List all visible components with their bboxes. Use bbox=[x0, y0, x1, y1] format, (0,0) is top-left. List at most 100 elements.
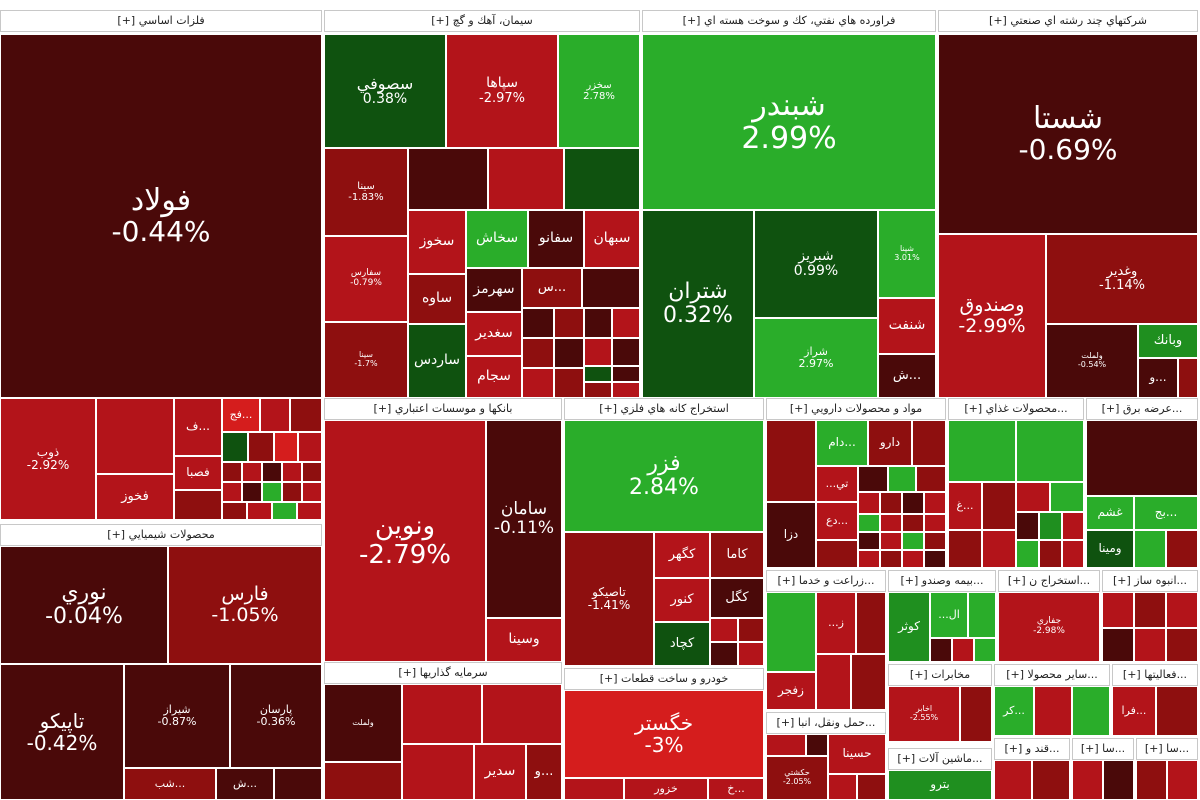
tile-fazar[interactable]: فزر 2.84% bbox=[564, 420, 764, 532]
tile-small[interactable] bbox=[222, 502, 247, 520]
tile-kovsar[interactable]: كوثر bbox=[888, 592, 930, 662]
sector-header-misc2[interactable]: [+] سا... bbox=[1136, 738, 1198, 760]
tile-sfars[interactable]: سفارس -0.79% bbox=[324, 236, 408, 322]
tile-small[interactable] bbox=[806, 734, 828, 756]
tile-small[interactable] bbox=[924, 550, 946, 568]
tile-small[interactable] bbox=[262, 462, 282, 482]
tile-small[interactable] bbox=[888, 466, 916, 492]
tile-small[interactable] bbox=[948, 420, 1016, 482]
tile-kagol[interactable]: كگل bbox=[710, 578, 764, 618]
tile-small[interactable] bbox=[858, 492, 880, 514]
tile-small[interactable] bbox=[1050, 482, 1084, 512]
tile-small[interactable] bbox=[930, 638, 952, 662]
tile-small[interactable] bbox=[297, 502, 322, 520]
tile-small[interactable] bbox=[222, 462, 242, 482]
tile-shab[interactable]: شب... bbox=[124, 768, 216, 800]
tile-small[interactable] bbox=[1136, 760, 1167, 800]
tile-small[interactable] bbox=[482, 684, 562, 744]
tile-small[interactable] bbox=[924, 492, 946, 514]
tile-inv1[interactable]: ولملت bbox=[324, 684, 402, 762]
tile-small[interactable] bbox=[262, 482, 282, 502]
tile-shetran[interactable]: شتران 0.32% bbox=[642, 210, 754, 398]
sector-header-multi-industry[interactable]: [+] شركتهاي چند رشته اي صنعتي bbox=[938, 10, 1198, 32]
tile-small[interactable] bbox=[880, 492, 902, 514]
sector-header-agri[interactable]: [+] زراعت و خدما... bbox=[766, 570, 886, 592]
tile-fe[interactable]: ف... bbox=[174, 398, 222, 456]
tile-dza[interactable]: دزا bbox=[766, 502, 816, 568]
tile-small[interactable] bbox=[554, 338, 584, 368]
tile-sakhouz[interactable]: سخوز bbox=[408, 210, 466, 274]
tile-small[interactable] bbox=[248, 432, 274, 462]
tile-small[interactable] bbox=[96, 398, 174, 474]
tile-small[interactable] bbox=[974, 638, 996, 662]
tile-dae[interactable]: دع... bbox=[816, 502, 858, 540]
tile-small[interactable] bbox=[222, 482, 242, 502]
tile-small[interactable] bbox=[584, 366, 612, 382]
tile-small[interactable] bbox=[916, 466, 946, 492]
tile-v-inv[interactable]: و... bbox=[526, 744, 562, 800]
tile-small[interactable] bbox=[564, 148, 640, 210]
sector-header-insurance[interactable]: [+] بيمه وصندو... bbox=[888, 570, 996, 592]
tile-small[interactable] bbox=[902, 550, 924, 568]
tile-small[interactable] bbox=[522, 338, 554, 368]
tile-small[interactable] bbox=[247, 502, 272, 520]
tile-sina[interactable]: سينا -1.83% bbox=[324, 148, 408, 236]
tile-dam[interactable]: دام... bbox=[816, 420, 868, 466]
tile-small[interactable] bbox=[710, 618, 738, 642]
sector-header-chemical[interactable]: [+] محصولات شيميايي bbox=[0, 524, 322, 546]
tile-small[interactable] bbox=[880, 550, 902, 568]
tile-small[interactable] bbox=[948, 530, 982, 568]
tile-small[interactable] bbox=[858, 532, 880, 550]
tile-small[interactable] bbox=[828, 774, 857, 800]
tile-small[interactable] bbox=[1178, 358, 1198, 398]
tile-shanaft[interactable]: شنفت bbox=[878, 298, 936, 354]
sector-header-extract-other[interactable]: [+] استخراج ن... bbox=[998, 570, 1100, 592]
tile-small[interactable] bbox=[1039, 512, 1062, 540]
tile-small[interactable] bbox=[402, 744, 474, 800]
tile-vsadir[interactable]: سدير bbox=[474, 744, 526, 800]
tile-small[interactable] bbox=[282, 482, 302, 502]
sector-header-investment[interactable]: [+] سرمايه گذاريها bbox=[324, 662, 562, 684]
tile-small[interactable] bbox=[554, 308, 584, 338]
tile-small[interactable] bbox=[1103, 760, 1134, 800]
tile-tapiko[interactable]: تاپيكو -0.42% bbox=[0, 664, 124, 800]
tile-small[interactable] bbox=[1156, 686, 1198, 736]
tile-parsan[interactable]: پارسان -0.36% bbox=[230, 664, 322, 768]
tile-foolad[interactable]: فولاد -0.44% bbox=[0, 34, 322, 398]
tile-small[interactable] bbox=[952, 638, 974, 662]
tile-small[interactable] bbox=[1072, 760, 1103, 800]
sector-header-activities[interactable]: [+] فعاليتها... bbox=[1112, 664, 1198, 686]
tile-saghadir[interactable]: سغدير bbox=[466, 312, 522, 356]
tile-vamina[interactable]: ومينا bbox=[1086, 530, 1134, 568]
sector-header-transport[interactable]: [+] حمل ونقل، انبا... bbox=[766, 712, 886, 734]
tile-small[interactable] bbox=[324, 762, 402, 800]
tile-small[interactable] bbox=[612, 308, 640, 338]
tile-saveh[interactable]: ساوه bbox=[408, 274, 466, 324]
tile-sapaha[interactable]: سپاها -2.97% bbox=[446, 34, 558, 148]
sector-header-other-products[interactable]: [+] ساير محصولا... bbox=[994, 664, 1110, 686]
tile-small[interactable] bbox=[880, 532, 902, 550]
sector-header-sugar[interactable]: [+] قند و... bbox=[994, 738, 1070, 760]
tile-small[interactable] bbox=[522, 308, 554, 338]
tile-small[interactable] bbox=[982, 482, 1016, 530]
tile-vasandogh[interactable]: وصندوق -2.99% bbox=[938, 234, 1046, 398]
tile-small[interactable] bbox=[612, 338, 640, 366]
tile-small[interactable] bbox=[242, 482, 262, 502]
tile-small[interactable] bbox=[1016, 540, 1039, 568]
tile-small[interactable] bbox=[1134, 592, 1166, 628]
tile-small[interactable] bbox=[994, 760, 1032, 800]
tile-small[interactable] bbox=[924, 532, 946, 550]
tile-small[interactable] bbox=[222, 432, 248, 462]
sector-header-basic-metals[interactable]: [+] فلزات اساسي bbox=[0, 10, 322, 32]
tile-small[interactable] bbox=[902, 532, 924, 550]
tile-gham[interactable]: غشم bbox=[1086, 496, 1134, 530]
tile-saman[interactable]: سامان -0.11% bbox=[486, 420, 562, 618]
tile-kr[interactable]: كر... bbox=[994, 686, 1034, 736]
sector-header-machinery[interactable]: [+] ماشين آلات... bbox=[888, 748, 992, 770]
tile-fars[interactable]: فارس -1.05% bbox=[168, 546, 322, 664]
tile-hkashti[interactable]: حكشتي -2.05% bbox=[766, 756, 828, 800]
tile-small[interactable] bbox=[290, 398, 322, 432]
tile-small[interactable] bbox=[851, 654, 886, 710]
tile-small[interactable] bbox=[1016, 482, 1050, 512]
tile-small[interactable] bbox=[816, 654, 851, 710]
